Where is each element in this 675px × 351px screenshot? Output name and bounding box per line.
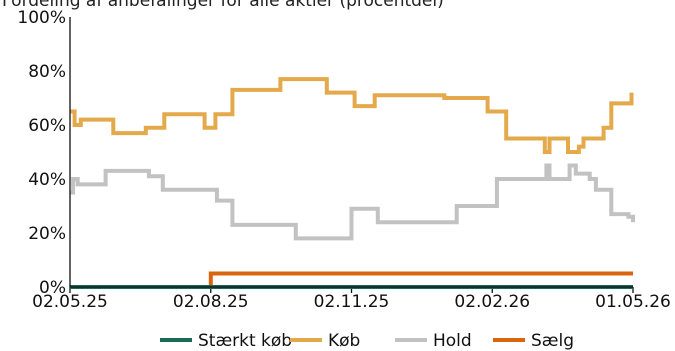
y-tick-label: 60% — [28, 116, 66, 136]
y-tick-label: 0% — [39, 278, 66, 298]
legend-label: Hold — [433, 331, 472, 351]
y-tick-label: 80% — [28, 62, 66, 82]
x-tick-label: 01.05.26 — [595, 292, 671, 312]
series-lines — [70, 77, 635, 289]
series-line-2 — [70, 163, 635, 241]
y-tick-label: 40% — [28, 170, 66, 190]
legend-label: Sælg — [531, 331, 574, 351]
x-tick-label: 02.08.25 — [173, 292, 249, 312]
y-axis-ticks: 0% 20% 40% 60% 80% 100% — [17, 8, 66, 298]
x-tick-label: 02.05.25 — [32, 292, 108, 312]
x-axis-ticks: 02.05.25 02.08.25 02.11.25 02.02.26 01.05.26 — [32, 287, 671, 312]
legend-label: Køb — [328, 331, 360, 351]
legend-label: Stærkt køb — [198, 331, 292, 351]
legend: Stærkt køb Køb Hold Sælg — [160, 331, 574, 351]
y-tick-label: 100% — [17, 8, 66, 28]
series-line-3 — [70, 271, 633, 289]
y-tick-label: 20% — [28, 224, 66, 244]
series-line-1 — [70, 77, 634, 154]
x-tick-label: 02.02.26 — [454, 292, 530, 312]
x-tick-label: 02.11.25 — [314, 292, 390, 312]
chart-title: Fordeling af anbefalinger for alle aktie… — [2, 0, 444, 11]
